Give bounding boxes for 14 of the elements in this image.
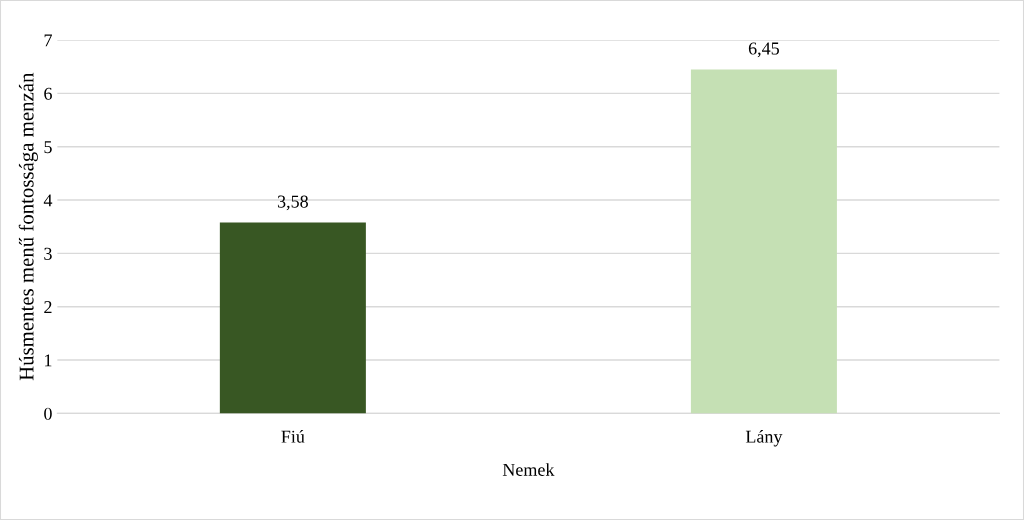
y-tick-label: 4	[43, 194, 53, 207]
y-axis-title: Húsmentes menű fontossága menzán	[18, 72, 38, 381]
data-label: 6,45	[748, 42, 779, 58]
data-label: 3,58	[277, 195, 308, 211]
y-tick-label: 0	[44, 407, 52, 420]
y-tick-label: 5	[44, 141, 52, 154]
x-tick-label: Fiú	[281, 430, 305, 443]
y-tick-label: 1	[45, 354, 52, 367]
y-tick-label: 6	[44, 87, 52, 100]
y-tick-label: 3	[44, 247, 52, 260]
x-axis-title: Nemek	[502, 463, 555, 476]
x-tick-label: Lány	[745, 430, 783, 447]
y-tick-label: 7	[44, 34, 52, 47]
y-tick-label: 2	[44, 301, 52, 313]
